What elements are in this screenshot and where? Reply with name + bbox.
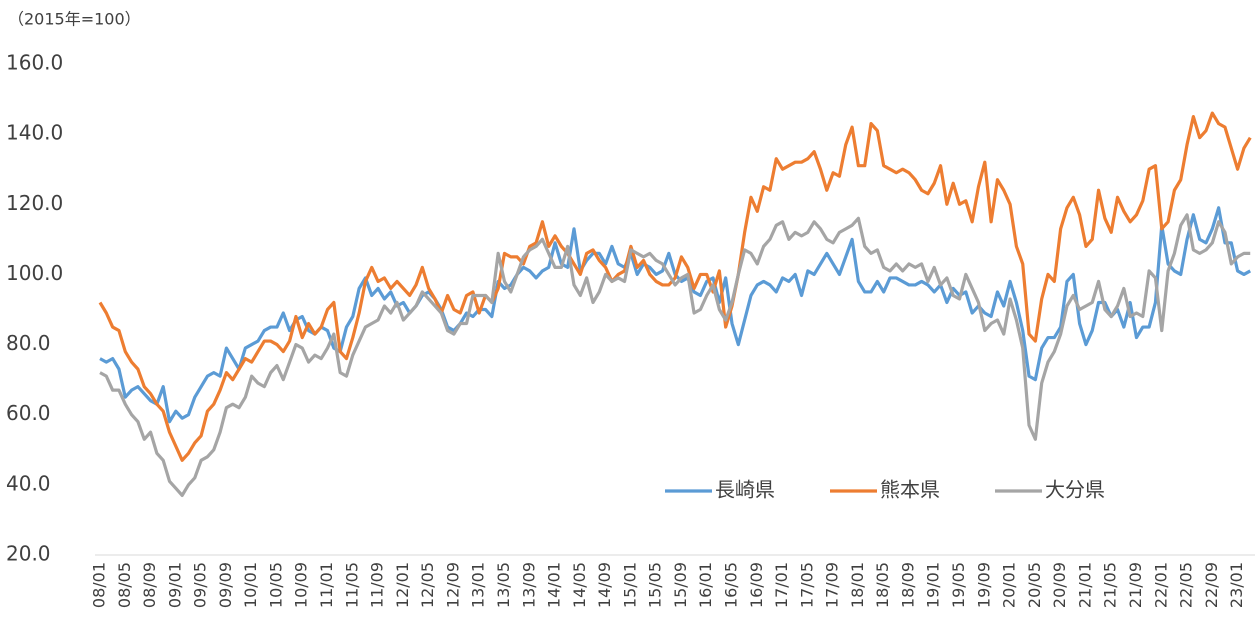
x-tick-label: 16/05 xyxy=(722,562,741,608)
x-tick-label: 18/05 xyxy=(873,562,892,608)
y-tick-label: 160.0 xyxy=(6,51,63,75)
x-tick-label: 18/01 xyxy=(848,562,867,608)
x-tick-label: 21/01 xyxy=(1075,562,1094,608)
x-tick-label: 23/01 xyxy=(1227,562,1246,608)
y-axis-label: （2015年=100） xyxy=(8,10,141,29)
y-tick-label: 120.0 xyxy=(6,191,63,215)
y-tick-label: 100.0 xyxy=(6,261,63,285)
x-tick-label: 09/01 xyxy=(165,562,184,608)
x-tick-label: 08/01 xyxy=(90,562,109,608)
x-tick-label: 12/09 xyxy=(443,562,462,608)
legend-label: 大分県 xyxy=(1045,478,1105,502)
x-tick-label: 22/09 xyxy=(1202,562,1221,608)
x-tick-label: 17/09 xyxy=(823,562,842,608)
y-tick-label: 80.0 xyxy=(6,331,51,355)
x-tick-label: 10/01 xyxy=(241,562,260,608)
series-line xyxy=(99,213,1251,497)
x-tick-label: 12/01 xyxy=(393,562,412,608)
x-tick-label: 20/01 xyxy=(1000,562,1019,608)
x-tick-label: 21/05 xyxy=(1101,562,1120,608)
series-line xyxy=(98,111,1252,462)
x-tick-label: 15/01 xyxy=(620,562,639,608)
x-tick-label: 13/09 xyxy=(519,562,538,608)
y-tick-label: 20.0 xyxy=(6,542,51,566)
x-tick-label: 16/01 xyxy=(696,562,715,608)
x-tick-label: 15/09 xyxy=(671,562,690,608)
x-tick-label: 19/01 xyxy=(924,562,943,608)
x-tick-label: 20/05 xyxy=(1025,562,1044,608)
x-tick-label: 13/01 xyxy=(469,562,488,608)
x-tick-label: 19/09 xyxy=(974,562,993,608)
legend-label: 熊本県 xyxy=(880,478,940,502)
x-tick-label: 11/09 xyxy=(368,562,387,608)
x-tick-label: 16/09 xyxy=(747,562,766,608)
x-tick-label: 09/09 xyxy=(216,562,235,608)
x-tick-label: 10/05 xyxy=(266,562,285,608)
x-tick-label: 13/05 xyxy=(494,562,513,608)
y-tick-label: 140.0 xyxy=(6,121,63,145)
x-tick-label: 18/09 xyxy=(898,562,917,608)
y-tick-label: 40.0 xyxy=(6,471,51,495)
y-tick-label: 60.0 xyxy=(6,401,51,425)
x-tick-label: 10/09 xyxy=(292,562,311,608)
x-tick-label: 19/05 xyxy=(949,562,968,608)
x-tick-label: 22/01 xyxy=(1151,562,1170,608)
x-tick-label: 21/09 xyxy=(1126,562,1145,608)
x-tick-label: 14/01 xyxy=(545,562,564,608)
x-tick-label: 17/05 xyxy=(797,562,816,608)
x-tick-label: 09/05 xyxy=(191,562,210,608)
x-tick-label: 11/01 xyxy=(317,562,336,608)
x-tick-label: 15/05 xyxy=(646,562,665,608)
x-tick-label: 14/09 xyxy=(595,562,614,608)
x-tick-label: 17/01 xyxy=(772,562,791,608)
x-tick-label: 12/05 xyxy=(418,562,437,608)
x-tick-label: 22/05 xyxy=(1177,562,1196,608)
series-line xyxy=(99,206,1252,424)
x-tick-label: 14/05 xyxy=(570,562,589,608)
x-tick-label: 11/05 xyxy=(342,562,361,608)
legend-label: 長崎県 xyxy=(715,478,775,502)
x-tick-label: 08/09 xyxy=(140,562,159,608)
x-tick-label: 08/05 xyxy=(115,562,134,608)
x-tick-label: 20/09 xyxy=(1050,562,1069,608)
